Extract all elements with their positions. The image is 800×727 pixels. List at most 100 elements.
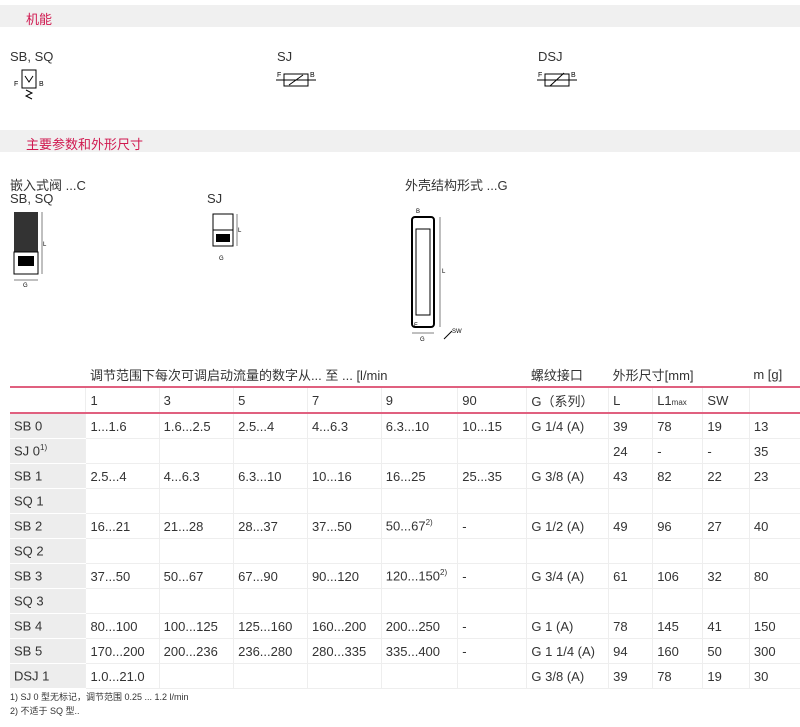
svg-text:F: F — [277, 72, 281, 79]
table-cell — [380, 488, 458, 514]
cell-value: 13 — [753, 418, 769, 434]
row-label-text: SB 1 — [14, 468, 43, 484]
cell-value: G 1/4 (A) — [531, 418, 585, 434]
table-cell: 23 — [748, 463, 800, 489]
subheader-max: max — [671, 397, 687, 407]
table-cell: 2.5...4 — [85, 463, 160, 489]
insert-sj-label: SJ — [207, 191, 223, 206]
cell-value: 19 — [707, 418, 722, 434]
table-cell — [457, 488, 527, 514]
table-row: DSJ 1 1.0...21.0 G 3/8 (A) 39 78 19 30 — [10, 663, 800, 689]
table-cell — [233, 488, 308, 514]
cell-value: 21...28 — [163, 518, 204, 534]
cell-value: 50...67 — [385, 518, 426, 534]
cell-value: 30 — [753, 668, 769, 684]
table-cell: 200...236 — [158, 638, 234, 664]
cell-value: G 3/8 (A) — [531, 468, 585, 484]
table-cell: 4...6.3 — [306, 413, 382, 439]
table-cell: 80 — [748, 563, 800, 589]
table-cell: 82 — [652, 463, 703, 489]
subheader-cell — [748, 387, 800, 414]
cell-value: 170...200 — [90, 643, 145, 659]
table-row: SJ 01) 24 - - 35 — [10, 438, 800, 464]
table-cell: G 3/8 (A) — [526, 663, 609, 689]
table-cell — [306, 663, 382, 689]
table-cell — [158, 438, 234, 464]
table-cell: 160 — [652, 638, 703, 664]
table-cell — [702, 538, 750, 564]
footnote-1: 1) SJ 0 型无标记，调节范围 0.25 ... 1.2 l/min — [10, 692, 189, 702]
row-label: SB 3 — [10, 563, 86, 589]
table-cell: 6.3...10 — [233, 463, 308, 489]
table-cell: 78 — [652, 663, 703, 689]
subheader-cell: L — [608, 387, 653, 414]
cell-value: 236...280 — [238, 643, 293, 659]
subheader-l1max: L1max — [652, 387, 703, 414]
cell-value: 4...6.3 — [311, 418, 349, 434]
cell-value: G 1 (A) — [531, 618, 574, 634]
table-cell: 335...400 — [380, 638, 458, 664]
svg-text:G: G — [23, 283, 28, 288]
row-label-text: SB 3 — [14, 568, 43, 584]
table-cell — [158, 538, 234, 564]
cell-value: 40 — [753, 518, 769, 534]
cell-value: G 1/2 (A) — [531, 518, 585, 534]
svg-text:F: F — [414, 323, 418, 329]
table-cell — [457, 663, 527, 689]
row-label: SB 1 — [10, 463, 86, 489]
table-cell: 30 — [748, 663, 800, 689]
cell-value: 19 — [707, 668, 722, 684]
table-cell — [306, 588, 382, 614]
cell-value: 280...335 — [311, 643, 367, 659]
table-cell: 6.3...10 — [380, 413, 458, 439]
table-cell: 32 — [702, 563, 750, 589]
table-cell: - — [457, 638, 527, 664]
table-cell: 50 — [702, 638, 750, 664]
cell-value: 80...100 — [90, 618, 138, 634]
cell-value: 10...16 — [311, 468, 352, 484]
table-cell: 16...21 — [85, 513, 160, 539]
table-cell: 22 — [702, 463, 750, 489]
cell-value: - — [462, 518, 467, 534]
insert-valve-label: 嵌入式阀 ...C — [10, 178, 86, 193]
row-label-text: DSJ 1 — [14, 668, 50, 684]
table-cell: 67...90 — [233, 563, 308, 589]
svg-text:B: B — [39, 81, 44, 88]
table-cell: G 1 (A) — [526, 613, 609, 639]
cell-value: 4...6.3 — [163, 468, 200, 484]
table-cell — [380, 538, 458, 564]
subheader-cell: 1 — [85, 387, 160, 414]
table-cell — [748, 538, 800, 564]
table-cell — [85, 538, 160, 564]
table-cell — [526, 588, 609, 614]
table-cell: - — [702, 438, 750, 464]
table-cell — [158, 663, 234, 689]
table-cell — [85, 438, 160, 464]
row-label: SB 2 — [10, 513, 86, 539]
cell-value: 25...35 — [462, 468, 503, 484]
table-cell: G 3/4 (A) — [526, 563, 609, 589]
table-cell — [233, 588, 308, 614]
cell-value: 6.3...10 — [238, 468, 282, 484]
cell-value: 32 — [707, 568, 722, 584]
svg-text:F: F — [14, 81, 18, 88]
table-row: SB 4 80...100 100...125 125...160 160...200 2… — [10, 613, 800, 639]
row-label: DSJ 1 — [10, 663, 86, 689]
table-cell: 35 — [748, 438, 800, 464]
subheader-l1: L1 — [657, 392, 672, 408]
table-cell — [306, 538, 382, 564]
cell-value: 16...25 — [385, 468, 426, 484]
row-label: SJ 01) — [10, 438, 86, 464]
cell-footnote: 2) — [425, 518, 433, 528]
table-cell: 50...672) — [380, 513, 458, 539]
subheader-cell: 5 — [233, 387, 308, 414]
row-label-text: SQ 2 — [14, 543, 44, 559]
table-cell: 16...25 — [380, 463, 458, 489]
table-cell: 49 — [608, 513, 653, 539]
table-cell: 10...15 — [457, 413, 527, 439]
table-cell — [85, 488, 160, 514]
cell-value: 160 — [657, 643, 679, 659]
table-cell — [158, 588, 234, 614]
